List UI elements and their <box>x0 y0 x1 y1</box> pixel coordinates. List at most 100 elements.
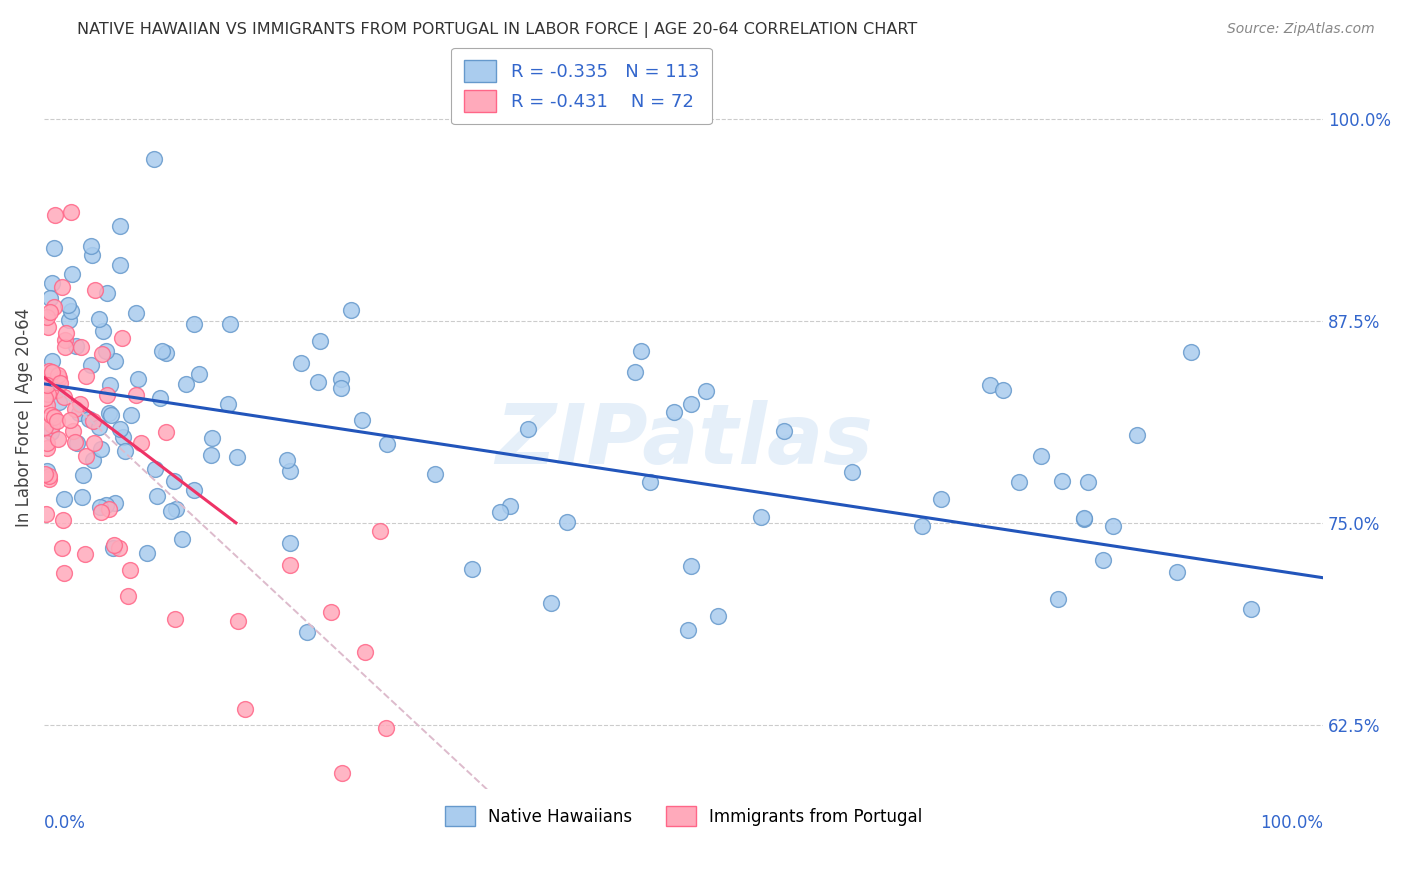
Point <box>374 721 396 735</box>
Point <box>41 365 63 379</box>
Point <box>104 353 127 368</box>
Point <box>149 392 172 406</box>
Legend: Native Hawaiians, Immigrants from Portugal: Native Hawaiians, Immigrants from Portug… <box>439 799 929 833</box>
Point <box>35 441 58 455</box>
Point <box>929 491 952 506</box>
Point <box>993 383 1015 397</box>
Point <box>188 367 211 381</box>
Point <box>183 483 205 497</box>
Point <box>1073 511 1095 525</box>
Point <box>48 371 70 385</box>
Point <box>638 475 661 489</box>
Point <box>35 376 58 391</box>
Point <box>41 353 63 368</box>
Point <box>98 378 121 392</box>
Y-axis label: In Labor Force | Age 20-64: In Labor Force | Age 20-64 <box>15 309 32 527</box>
Point <box>127 371 149 385</box>
Point <box>34 508 56 522</box>
Point <box>73 547 96 561</box>
Point <box>146 489 169 503</box>
Text: ZIPatlas: ZIPatlas <box>495 400 873 481</box>
Point <box>42 301 65 315</box>
Point <box>108 541 131 555</box>
Point <box>278 464 301 478</box>
Point <box>1077 475 1099 490</box>
Point <box>307 375 329 389</box>
Point <box>330 372 353 386</box>
Text: NATIVE HAWAIIAN VS IMMIGRANTS FROM PORTUGAL IN LABOR FORCE | AGE 20-64 CORRELATI: NATIVE HAWAIIAN VS IMMIGRANTS FROM PORTU… <box>77 22 918 38</box>
Point <box>59 304 82 318</box>
Point <box>623 365 645 379</box>
Point <box>87 312 110 326</box>
Point <box>51 541 73 556</box>
Point <box>114 443 136 458</box>
Text: 100.0%: 100.0% <box>1260 814 1323 832</box>
Point <box>89 500 111 515</box>
Point <box>51 280 73 294</box>
Point <box>42 241 65 255</box>
Point <box>695 384 717 398</box>
Point <box>52 566 75 580</box>
Point <box>662 405 685 419</box>
Point <box>48 395 70 409</box>
Point <box>749 510 772 524</box>
Point <box>62 424 84 438</box>
Point <box>226 615 249 629</box>
Point <box>117 589 139 603</box>
Point <box>108 219 131 233</box>
Point <box>841 466 863 480</box>
Point <box>34 376 56 391</box>
Point <box>45 383 67 397</box>
Point <box>83 435 105 450</box>
Text: 0.0%: 0.0% <box>44 814 86 832</box>
Point <box>499 500 522 514</box>
Point <box>630 343 652 358</box>
Point <box>70 340 93 354</box>
Point <box>38 471 60 485</box>
Point <box>82 414 104 428</box>
Point <box>96 285 118 300</box>
Point <box>37 377 59 392</box>
Point <box>308 334 330 348</box>
Point <box>297 624 319 639</box>
Point <box>201 431 224 445</box>
Point <box>87 420 110 434</box>
Point <box>678 623 700 637</box>
Point <box>142 153 165 167</box>
Point <box>90 442 112 456</box>
Point <box>97 501 120 516</box>
Point <box>159 503 181 517</box>
Point <box>46 414 69 428</box>
Point <box>461 562 484 576</box>
Point <box>681 559 703 574</box>
Point <box>219 317 242 331</box>
Point <box>332 766 354 780</box>
Point <box>35 464 58 478</box>
Point <box>155 345 177 359</box>
Point <box>368 524 391 538</box>
Point <box>63 435 86 450</box>
Point <box>44 208 66 222</box>
Point <box>66 436 89 450</box>
Point <box>707 609 730 624</box>
Point <box>91 347 114 361</box>
Point <box>94 498 117 512</box>
Point <box>150 343 173 358</box>
Point <box>75 449 97 463</box>
Point <box>155 425 177 440</box>
Point <box>65 339 87 353</box>
Point <box>69 397 91 411</box>
Point <box>80 358 103 372</box>
Point <box>910 519 932 533</box>
Point <box>1008 475 1031 490</box>
Point <box>35 398 58 412</box>
Point <box>375 437 398 451</box>
Point <box>49 376 72 390</box>
Point <box>517 422 540 436</box>
Point <box>1047 591 1070 606</box>
Point <box>52 512 75 526</box>
Point <box>90 505 112 519</box>
Point <box>39 305 62 319</box>
Point <box>319 605 342 619</box>
Point <box>48 432 70 446</box>
